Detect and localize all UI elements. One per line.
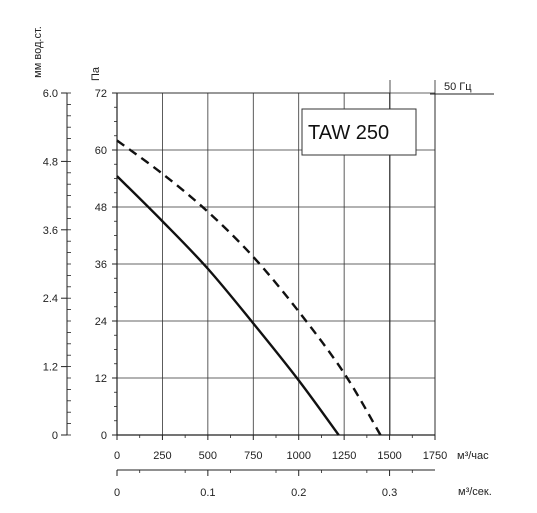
frequency-label: 50 Гц [444, 81, 472, 93]
x-tick-label: 500 [199, 450, 217, 462]
pa-axis: 0 12 24 36 48 60 72 [95, 88, 117, 442]
x2-tick-label: 0.3 [382, 487, 397, 499]
x2-axis-label: м³/сек. [458, 486, 492, 498]
x-tick-label: 1500 [377, 450, 401, 462]
x-tick-label: 1250 [332, 450, 356, 462]
x-axis-label: м³/час [457, 450, 489, 462]
x-axis-m3s: 0 0.1 0.2 0.3 [114, 469, 435, 499]
x2-tick-label: 0.1 [200, 487, 215, 499]
y-left-axis-label: мм вод.ст. [32, 26, 44, 78]
series-line-solid [116, 175, 340, 436]
x2-tick-label: 0 [114, 487, 120, 499]
x-tick-label: 750 [244, 450, 262, 462]
pa-tick-label: 60 [95, 145, 107, 157]
x-tick-label: 1000 [286, 450, 310, 462]
left-tick-label: 2.4 [43, 293, 58, 305]
title-box [301, 108, 417, 156]
pa-tick-label: 0 [101, 430, 107, 442]
series [116, 139, 382, 436]
left-tick-label: 6.0 [43, 88, 58, 100]
pa-tick-label: 24 [95, 316, 107, 328]
left-tick-label: 1.2 [43, 362, 58, 374]
left-tick-label: 0 [52, 430, 58, 442]
x-axis-m3h: 0 250 500 750 1000 1250 1500 1750 [114, 435, 447, 462]
left-tick-label: 3.6 [43, 225, 58, 237]
left-tick-label: 4.8 [43, 156, 58, 168]
chart-title: TAW 250 [308, 122, 389, 144]
pa-tick-label: 36 [95, 259, 107, 271]
y-right-axis-label: Па [90, 66, 102, 81]
x-tick-label: 1750 [423, 450, 447, 462]
left-axis-mm: 0 1.2 2.4 3.6 4.8 6.0 [43, 88, 71, 442]
x-tick-label: 0 [114, 450, 120, 462]
pa-tick-label: 12 [95, 373, 107, 385]
pa-tick-label: 72 [95, 88, 107, 100]
x2-tick-label: 0.2 [291, 487, 306, 499]
series-line-dashed [116, 139, 382, 436]
pa-tick-label: 48 [95, 202, 107, 214]
x-tick-label: 250 [153, 450, 171, 462]
